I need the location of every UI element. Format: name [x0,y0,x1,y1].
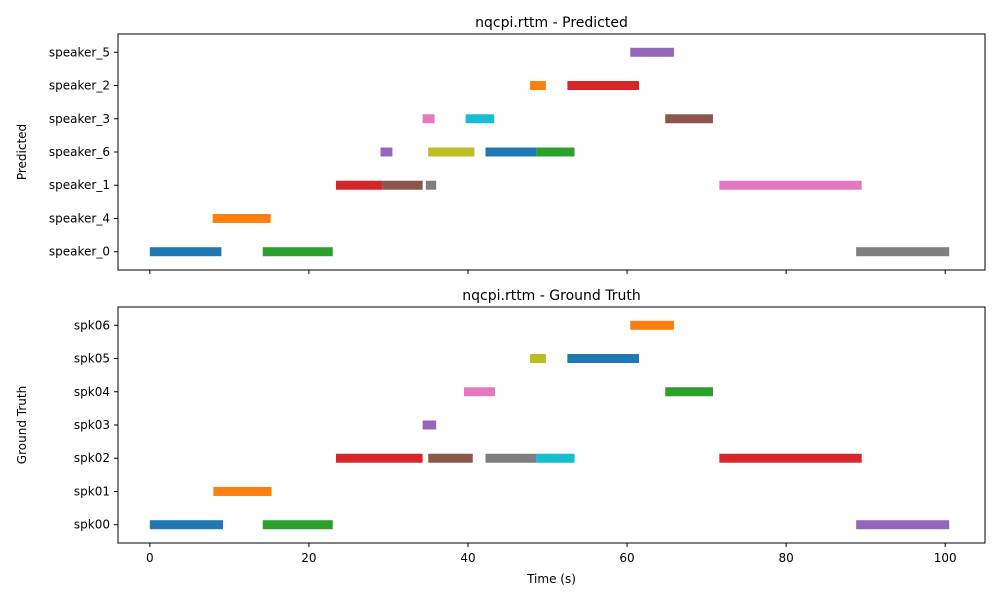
segment-bar [380,147,393,157]
plot-frame [117,306,986,544]
y-tick-label: speaker_0 [49,245,110,259]
y-tick-label: speaker_1 [49,178,110,192]
segment-bar [422,420,437,430]
x-tick-label: 0 [146,551,154,565]
segment-bar [335,180,383,190]
y-tick-label: spk00 [74,518,110,532]
segment-bar [149,247,222,257]
segment-bar [262,247,333,257]
y-tick-label: spk05 [74,352,110,366]
segment-bar [212,213,271,223]
segment-bar [428,147,475,157]
x-axis-label: Time (s) [526,572,576,586]
segment-bar [382,180,423,190]
plot-frame [117,33,986,271]
y-tick-label: speaker_4 [49,211,110,225]
segment-bar [465,114,495,124]
y-tick-label: spk03 [74,418,110,432]
segment-bar [665,387,713,397]
y-tick-label: spk06 [74,318,110,332]
segment-bar [536,453,575,463]
y-axis-label: Ground Truth [15,386,29,464]
segment-bar [213,486,272,496]
segment-bar [262,520,333,530]
segment-bar [464,387,496,397]
y-tick-label: spk04 [74,385,110,399]
segment-bar [335,453,423,463]
segment-bar [856,247,950,257]
segment-bar [856,520,950,530]
chart-title: nqcpi.rttm - Ground Truth [462,288,640,304]
segment-bar [665,114,713,124]
segment-bar [536,147,575,157]
segment-bar [485,453,537,463]
segment-bar [567,354,639,364]
x-tick-label: 80 [779,551,794,565]
y-tick-label: speaker_2 [49,79,110,93]
segment-bar [422,114,435,124]
y-tick-label: spk02 [74,451,110,465]
segment-bar [428,453,473,463]
chart-title: nqcpi.rttm - Predicted [475,15,628,31]
y-tick-label: speaker_6 [49,145,110,159]
x-tick-label: 100 [934,551,957,565]
segment-bar [425,180,437,190]
y-tick-label: speaker_5 [49,45,110,59]
segment-bar [530,81,546,91]
segment-bar [530,354,546,364]
x-tick-label: 40 [460,551,475,565]
ground-truth-panel: nqcpi.rttm - Ground Truth Ground Truth spk… [15,288,986,586]
predicted-panel: nqcpi.rttm - Predicted Predicted speaker_0… [15,15,986,274]
segment-bar [719,180,862,190]
segment-bar [630,320,674,330]
segment-bar [630,47,674,57]
segment-bar [485,147,537,157]
segment-bar [719,453,862,463]
x-tick-label: 20 [301,551,316,565]
segment-bar [149,520,223,530]
segment-bar [567,81,639,91]
x-tick-label: 60 [619,551,634,565]
y-axis-label: Predicted [15,124,29,180]
y-tick-label: spk01 [74,484,110,498]
y-tick-label: speaker_3 [49,112,110,126]
